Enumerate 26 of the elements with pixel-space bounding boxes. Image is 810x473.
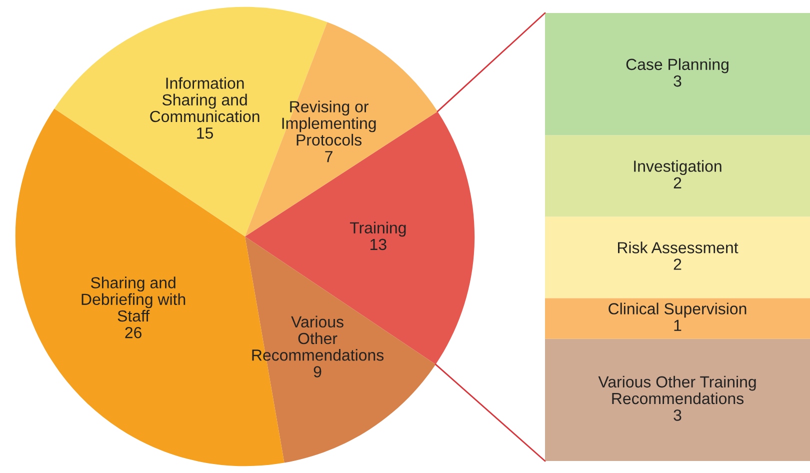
series-label: Case Planning bbox=[626, 58, 728, 74]
data-label: 15 bbox=[197, 128, 214, 139]
slice-label: Information Sharing and Communication bbox=[150, 77, 260, 122]
data-label: 2 bbox=[674, 177, 682, 188]
series-label: Investigation bbox=[634, 160, 722, 176]
slice-label: Revising or Implementing Protocols bbox=[282, 100, 376, 146]
slice-label: Various Other Recommendations bbox=[252, 316, 384, 361]
pie-slice bbox=[245, 236, 436, 463]
bar bbox=[545, 135, 810, 217]
data-label: 1 bbox=[674, 320, 682, 331]
data-label: 3 bbox=[674, 410, 682, 421]
slice-label: Sharing and Debriefing with Staff bbox=[82, 276, 186, 322]
slice-label: Training bbox=[350, 222, 406, 237]
data-label: 3 bbox=[674, 75, 682, 87]
series-label: Various Other Training Recommendations bbox=[598, 376, 756, 404]
data-label: 13 bbox=[370, 238, 386, 250]
data-label: 9 bbox=[314, 366, 322, 378]
bar bbox=[545, 216, 810, 298]
data-label: 26 bbox=[125, 326, 142, 338]
bar bbox=[545, 298, 810, 339]
bar bbox=[545, 338, 810, 461]
series-label: Risk Assessment bbox=[618, 242, 738, 254]
series-label: Clinical Supervision bbox=[608, 302, 746, 318]
bar bbox=[545, 13, 810, 136]
data-label: 7 bbox=[325, 151, 332, 162]
data-label: 2 bbox=[674, 258, 682, 270]
